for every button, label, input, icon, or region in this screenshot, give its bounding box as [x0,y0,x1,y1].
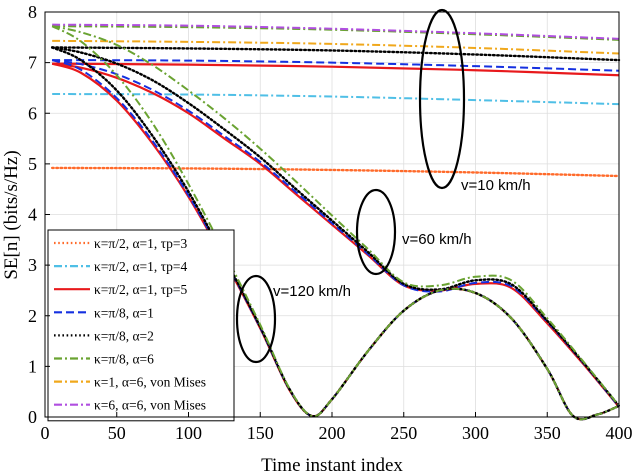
series-line [50,166,621,178]
ellipse-v10 [418,8,466,190]
annotation-ellipses [235,8,466,364]
legend: κ=π/2, α=1, τp=3 κ=π/2, α=1, τp=4 κ=π/2, α… [47,229,235,422]
series-line [51,25,620,421]
x-tick-label: 200 [319,423,346,443]
y-tick-label: 0 [28,407,37,427]
y-tick-label: 1 [28,356,37,376]
legend-box [47,229,235,422]
x-tick-label: 150 [247,423,274,443]
y-tick-label: 4 [28,205,37,225]
series-line [50,46,621,408]
legend-label: κ=π/8, α=1 [94,305,154,320]
x-tick-label: 50 [108,423,126,443]
x-tick-label: 350 [534,423,561,443]
annotation-v120: v=120 km/h [273,283,351,300]
legend-label: κ=6, α=6, von Mises [94,398,206,413]
series-line [52,62,620,408]
series-line [52,59,620,408]
y-tick-label: 6 [28,103,37,123]
grid [44,11,620,418]
legend-label: κ=π/8, α=2 [94,328,154,343]
y-tick-label: 2 [28,306,37,326]
series-line [52,25,620,41]
series-layer [50,23,621,421]
series-line [52,59,620,72]
legend-label: κ=π/2, α=1, τp=4 [94,259,187,274]
y-axis-label: SE[n] (bits/s/Hz) [1,150,22,279]
ticks: 0 50 100 150 200 250 300 350 400 0 1 2 3 4 5 6 7 8 [28,2,633,443]
series-line [51,25,620,407]
annotation-v60: v=60 km/h [402,231,472,248]
ellipse-v60 [355,188,397,276]
x-tick-label: 300 [462,423,489,443]
series-line [52,23,620,40]
legend-label: κ=1, α=6, von Mises [94,375,206,390]
y-tick-label: 8 [28,2,37,22]
x-axis-label: Time instant index [261,455,403,475]
y-tick-label: 7 [28,53,37,73]
series-line [52,39,620,55]
x-tick-label: 100 [175,423,202,443]
legend-label: κ=π/2, α=1, τp=5 [94,282,187,297]
x-tick-label: 400 [606,423,633,443]
annotation-v10: v=10 km/h [461,177,531,194]
x-tick-label: 0 [41,423,50,443]
series-line [52,62,620,77]
legend-label: κ=π/8, α=6 [94,352,154,367]
series-line [50,46,621,62]
legend-label: κ=π/2, α=1, τp=3 [94,236,187,251]
ellipse-v120 [235,274,277,364]
series-line [52,93,620,106]
y-tick-label: 3 [28,255,37,275]
y-tick-label: 5 [28,154,37,174]
x-tick-label: 250 [390,423,417,443]
